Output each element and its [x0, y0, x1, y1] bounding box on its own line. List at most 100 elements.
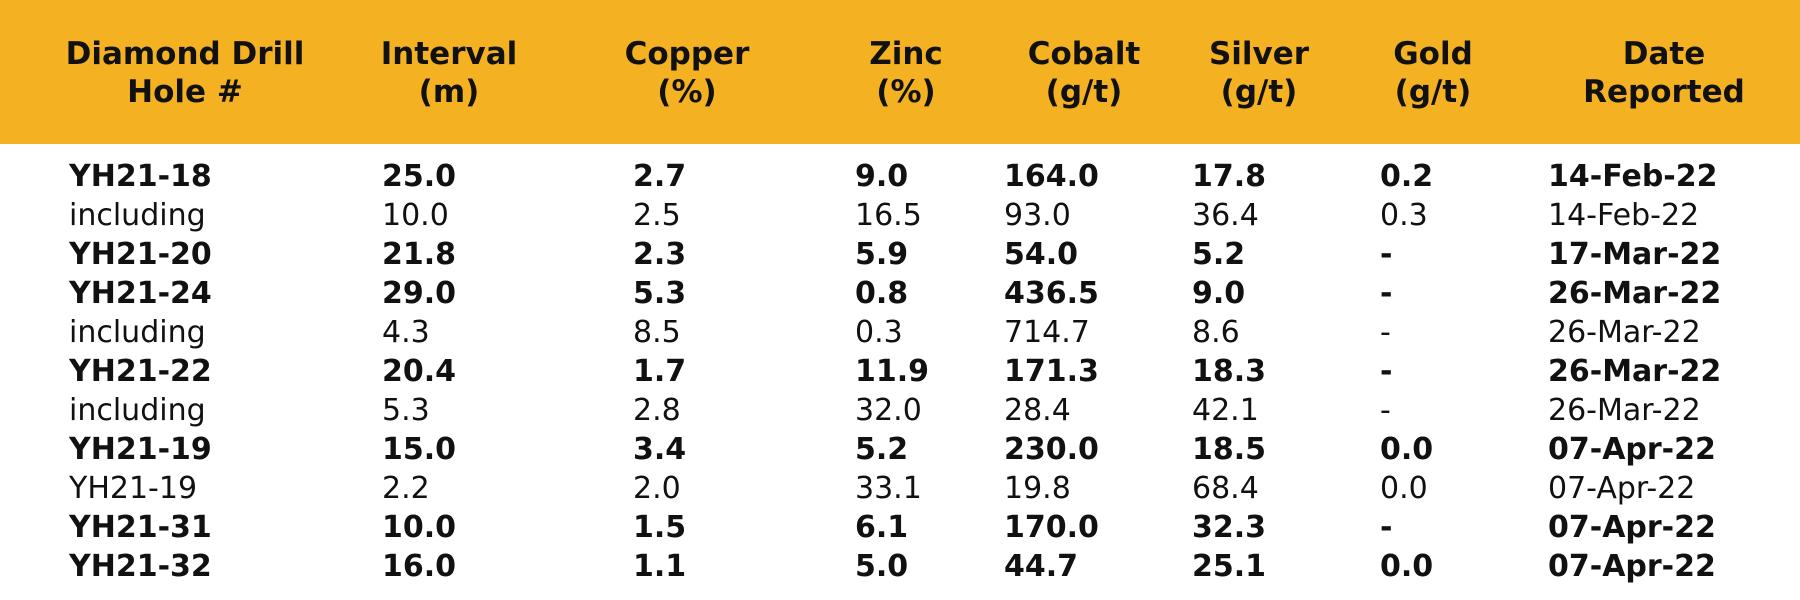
table-cell: 19.8 — [1004, 471, 1071, 506]
table-cell: 4.3 — [382, 315, 430, 350]
table-cell: 18.3 — [1192, 354, 1267, 389]
table-cell: 8.6 — [1192, 315, 1240, 350]
table-cell: 0.3 — [855, 315, 903, 350]
table-cell: 14-Feb-22 — [1548, 198, 1700, 233]
table-cell: 14-Feb-22 — [1548, 159, 1718, 194]
table-cell: 26-Mar-22 — [1548, 393, 1701, 428]
table-cell: 54.0 — [1004, 237, 1079, 272]
table-cell: 44.7 — [1004, 549, 1079, 584]
table-cell: 07-Apr-22 — [1548, 471, 1696, 506]
table-cell: YH21-24 — [69, 276, 212, 311]
header-line: (g/t) — [1045, 74, 1123, 110]
table-cell: 25.1 — [1192, 549, 1267, 584]
table-cell: 6.1 — [855, 510, 909, 545]
table-cell: 26-Mar-22 — [1548, 276, 1722, 311]
table-cell: 07-Apr-22 — [1548, 549, 1716, 584]
table-cell: 26-Mar-22 — [1548, 354, 1722, 389]
header-line: (%) — [657, 74, 717, 110]
table-cell: 11.9 — [855, 354, 930, 389]
column-header: Zinc (%) — [869, 35, 943, 111]
table-cell: 170.0 — [1004, 510, 1099, 545]
header-line: (%) — [876, 74, 936, 110]
table-cell: - — [1380, 393, 1391, 428]
table-cell: YH21-31 — [69, 510, 212, 545]
table-cell: 1.5 — [633, 510, 687, 545]
table-cell: 07-Apr-22 — [1548, 510, 1716, 545]
table-cell: YH21-32 — [69, 549, 212, 584]
table-cell: 0.0 — [1380, 432, 1434, 467]
table-cell: including — [69, 393, 206, 428]
table-cell: 3.4 — [633, 432, 687, 467]
column-header: Cobalt (g/t) — [1028, 35, 1141, 111]
table-cell: including — [69, 198, 206, 233]
table-cell: YH21-20 — [69, 237, 212, 272]
header-line: (g/t) — [1220, 74, 1298, 110]
column-header: Silver (g/t) — [1209, 35, 1309, 111]
table-cell: - — [1380, 354, 1393, 389]
column-header: Date Reported — [1583, 35, 1745, 111]
column-header: Copper (%) — [625, 35, 750, 111]
table-cell: 07-Apr-22 — [1548, 432, 1716, 467]
table-cell: 230.0 — [1004, 432, 1099, 467]
table-cell: 18.5 — [1192, 432, 1267, 467]
header-line: Diamond Drill — [65, 36, 305, 72]
table-cell: 28.4 — [1004, 393, 1071, 428]
table-cell: 171.3 — [1004, 354, 1099, 389]
table-cell: YH21-22 — [69, 354, 212, 389]
table-cell: 2.5 — [633, 198, 681, 233]
table-cell: 36.4 — [1192, 198, 1259, 233]
header-line: Gold — [1393, 36, 1473, 72]
column-header: Interval (m) — [381, 35, 518, 111]
table-cell: 2.3 — [633, 237, 687, 272]
table-cell: 16.5 — [855, 198, 922, 233]
table-cell: 32.0 — [855, 393, 922, 428]
table-cell: 5.3 — [633, 276, 687, 311]
table-cell: 25.0 — [382, 159, 457, 194]
table-cell: including — [69, 315, 206, 350]
table-cell: 5.9 — [855, 237, 909, 272]
table-cell: - — [1380, 237, 1393, 272]
column-header: Diamond Drill Hole # — [66, 35, 305, 111]
table-cell: YH21-19 — [69, 432, 212, 467]
header-line: Date — [1622, 36, 1706, 72]
table-cell: 32.3 — [1192, 510, 1267, 545]
table-cell: 2.7 — [633, 159, 687, 194]
table-cell: 1.1 — [633, 549, 687, 584]
table-cell: 9.0 — [855, 159, 909, 194]
header-line: Zinc — [869, 36, 943, 72]
table-cell: 1.7 — [633, 354, 687, 389]
table-cell: 42.1 — [1192, 393, 1259, 428]
table-cell: 9.0 — [1192, 276, 1246, 311]
table-cell: 21.8 — [382, 237, 457, 272]
table-cell: 5.3 — [382, 393, 430, 428]
table-cell: 5.2 — [1192, 237, 1246, 272]
table-cell: - — [1380, 315, 1391, 350]
table-cell: YH21-19 — [69, 471, 198, 506]
table-cell: 8.5 — [633, 315, 681, 350]
table-cell: - — [1380, 276, 1393, 311]
table-cell: 436.5 — [1004, 276, 1099, 311]
table-cell: 0.0 — [1380, 549, 1434, 584]
table-cell: YH21-18 — [69, 159, 212, 194]
table-cell: 20.4 — [382, 354, 457, 389]
header-line: Hole # — [127, 74, 243, 110]
table-cell: 10.0 — [382, 198, 449, 233]
header-band — [0, 0, 1800, 144]
table-cell: 33.1 — [855, 471, 922, 506]
table-cell: 0.2 — [1380, 159, 1434, 194]
table-cell: 2.0 — [633, 471, 681, 506]
table-cell: 15.0 — [382, 432, 457, 467]
table-cell: 0.0 — [1380, 471, 1428, 506]
table-cell: 26-Mar-22 — [1548, 315, 1701, 350]
header-line: Reported — [1583, 74, 1745, 110]
table-cell: 5.2 — [855, 432, 909, 467]
header-line: (m) — [418, 74, 480, 110]
table-cell: 2.2 — [382, 471, 430, 506]
table-cell: 17.8 — [1192, 159, 1267, 194]
table-cell: 17-Mar-22 — [1548, 237, 1722, 272]
table-cell: - — [1380, 510, 1393, 545]
header-line: Cobalt — [1027, 36, 1141, 72]
table-cell: 68.4 — [1192, 471, 1259, 506]
table-cell: 93.0 — [1004, 198, 1071, 233]
table-cell: 0.8 — [855, 276, 909, 311]
